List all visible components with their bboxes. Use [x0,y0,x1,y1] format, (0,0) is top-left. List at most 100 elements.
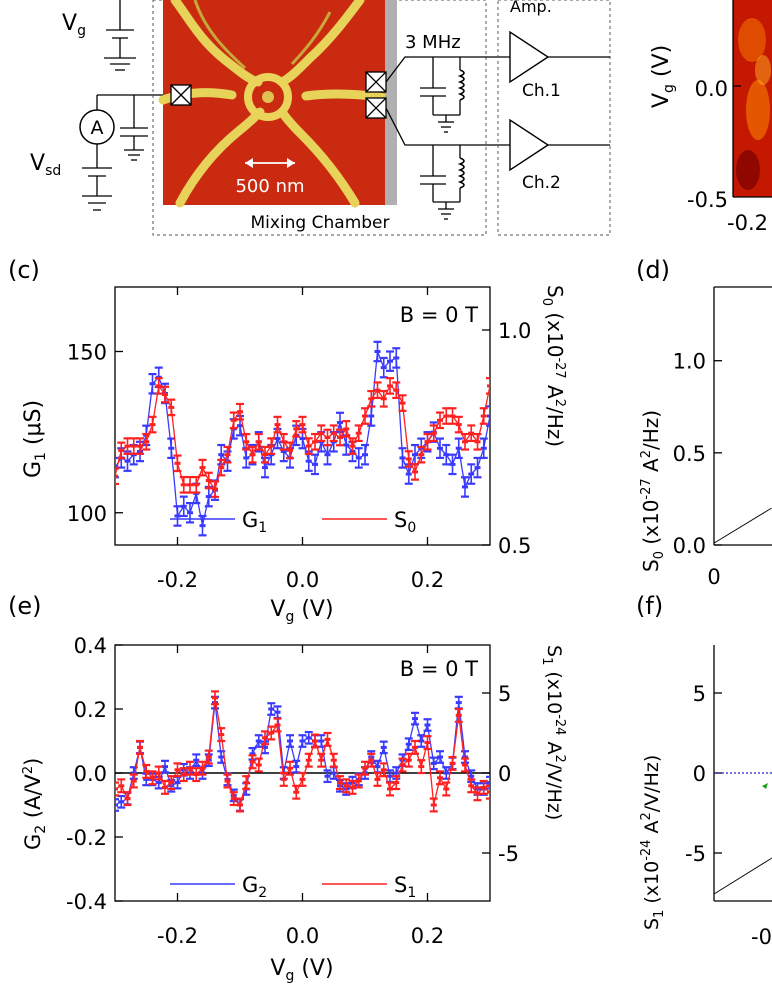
data-point-s0 [273,415,282,434]
data-point-s1 [361,760,369,776]
data-point-s1 [429,797,438,813]
data-point-s1 [242,775,251,791]
y-tick-label-left: -0.4 [66,890,107,914]
legend: G1 S0 [170,508,416,536]
data-point-s0 [173,454,182,473]
panel-b-ytick: -0.5 [687,188,728,212]
data-point-g1 [479,437,488,460]
fit-line [713,507,772,544]
y-tick-label: 0.0 [673,534,706,558]
legend-label-g1: G1 [242,508,267,536]
data-point-s1 [117,778,126,794]
panel-d-chart: 0.0 0.5 1.0 S0 (x10-27 A2/Hz) 0 [639,286,772,589]
panel-f-xtick: -0 [751,925,772,949]
legend: G2 S1 [170,873,416,901]
data-point-s1 [311,733,319,749]
data-point-s0 [317,424,326,443]
y-tick-label-right: 5 [498,682,511,706]
data-point-s1 [423,735,432,751]
data-point-g1 [467,463,476,485]
y-tick-label-left: -0.2 [66,826,107,850]
data-point-g2 [454,695,463,710]
data-point-s1 [317,752,326,768]
x-tick-label: 0.2 [411,924,444,948]
channel-2-label: Ch.2 [522,173,561,193]
data-point-g1 [361,443,369,466]
data-point-s1 [398,757,407,773]
panel-b-ytick: 0.0 [695,77,728,101]
data-point-s1 [198,760,207,776]
data-point-s1 [173,762,182,778]
data-point-s0 [198,458,207,477]
data-point-g2 [286,734,294,748]
data-point-s1 [192,767,201,783]
data-point-s1 [467,778,476,794]
frequency-label: 3 MHz [405,32,461,53]
data-point-g2 [429,756,438,771]
x-tick-label: -0.2 [157,568,198,592]
data-point-s1 [342,778,351,794]
data-point-s0 [442,407,451,425]
channel-1-label: Ch.1 [522,81,561,101]
panel-d-ylabel: S0 (x10-27 A2/Hz) [639,410,667,572]
data-point-s0 [267,437,276,455]
data-point-s1 [286,760,294,776]
data-point-g1 [461,476,469,498]
data-point-s0 [242,432,251,451]
data-point-s1 [217,727,226,743]
data-point-s0 [367,389,376,408]
field-annotation: B = 0 T [400,657,478,681]
data-point-s0 [279,432,288,451]
amplifier-icon [509,30,550,84]
device-micrograph: 500 nm [158,0,397,208]
y-tick-label: 0.5 [673,442,706,466]
data-point-s1 [267,725,276,741]
y-tick-label: 5 [693,682,706,706]
data-point-s0 [467,424,476,443]
data-point-s0 [323,428,332,447]
data-point-s0 [373,381,382,400]
panel-f-chart: 5 0 -5 S1 (x10-24 A2/V/Hz) -0 [639,645,772,949]
data-point-s0 [186,475,194,494]
data-point-g2 [379,740,388,755]
mixing-chamber-label: Mixing Chamber [250,213,389,233]
data-point-s0 [229,411,238,430]
data-point-s1 [417,759,426,775]
data-point-g2 [304,730,313,745]
mixing-chamber-box [152,0,487,236]
contact-pad-icon [365,97,387,119]
data-point-s1 [148,770,157,786]
data-point-g2 [192,753,201,768]
data-point-g1 [473,456,482,479]
data-point-s0 [248,445,257,464]
data-point-g2 [486,775,490,790]
amplifier-box [497,0,611,236]
data-point-g2 [173,775,182,790]
y-tick-label-left: 0.4 [74,634,107,658]
data-point-s0 [167,398,176,417]
data-point-s1 [373,771,382,787]
data-point-s0 [192,475,201,494]
data-point-s0 [361,407,369,425]
panel-c-chart: -0.2 0.0 0.2 100 150 0.5 1.0 B = 0 T G1 S0 G1 … [21,285,567,625]
scale-bar-label: 500 nm [235,176,304,197]
amp-label: Amp. [510,0,552,16]
data-point-g1 [448,453,457,476]
x-tick-label: 0.0 [286,568,319,592]
data-point-s1 [279,771,288,787]
data-point-s1 [261,730,269,746]
data-point-s1 [379,762,388,778]
panel-letter-d: (d) [636,256,670,284]
data-point-s1 [161,779,169,795]
data-point-s0 [286,441,294,460]
y-tick-label-right: 0 [498,762,511,786]
vsd-label: Vsd [30,151,61,179]
x-tick-label: 0.2 [411,568,444,592]
panel-f-ylabel: S1 (x10-24 A2/V/Hz) [639,755,667,930]
data-point-s1 [304,752,313,768]
panel-b: 0.0 -0.5 -0.2 Vg (V) [649,0,772,235]
data-point-s0 [329,424,338,443]
data-point-s0 [411,463,419,481]
field-annotation: B = 0 T [400,303,478,327]
data-point-s0 [423,432,432,451]
